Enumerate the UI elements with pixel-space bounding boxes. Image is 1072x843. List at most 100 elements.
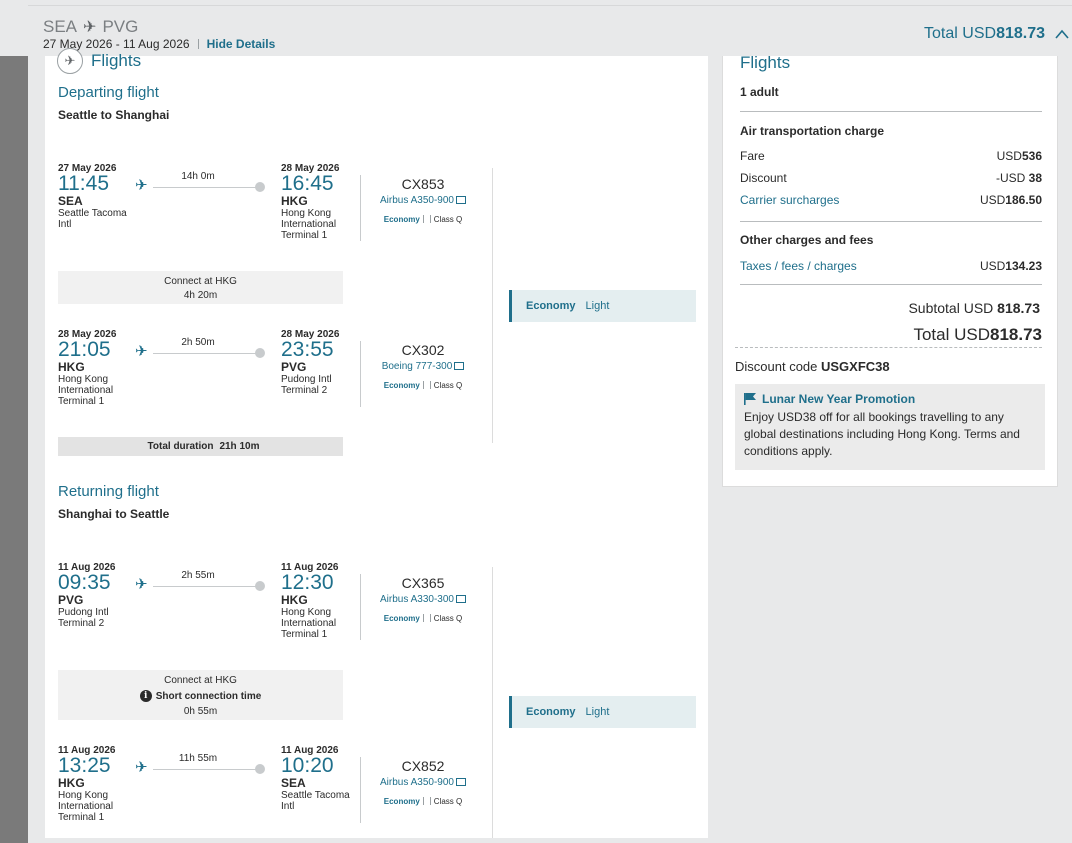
airplane-icon: ✈ — [135, 576, 148, 593]
arrival-airport-code: PVG — [281, 360, 307, 374]
airplane-icon: ✈ — [135, 177, 148, 194]
divider — [492, 168, 493, 443]
arrival-dot-icon — [255, 348, 265, 358]
divider — [492, 567, 493, 843]
divider — [360, 757, 361, 823]
passenger-count: 1 adult — [740, 85, 779, 99]
fare-family-card[interactable]: Economy Light — [509, 696, 696, 728]
divider — [740, 111, 1042, 112]
arrival-date: 11 Aug 2026 — [281, 562, 339, 573]
departure-airport-code: HKG — [58, 776, 85, 790]
carrier-surcharges-link[interactable]: Carrier surcharges — [740, 193, 840, 207]
segment-duration: 14h 0m — [181, 171, 215, 182]
arrival-time: 23:55 — [281, 338, 334, 361]
cabin-class: Economy Class Q — [383, 381, 463, 390]
flight-segment: 11 Aug 2026 13:25 HKG Hong Kong Internat… — [58, 745, 483, 835]
trip-summary-bar: SEA ✈ PVG 27 May 2026 - 11 Aug 2026 Hide… — [28, 5, 1072, 56]
fare-brand: Light — [585, 706, 610, 718]
taxes-amount: USD134.23 — [979, 259, 1042, 273]
arrival-date: 11 Aug 2026 — [281, 745, 339, 756]
segment-duration: 11h 55m — [178, 753, 218, 764]
airplane-icon: ✈ — [83, 19, 97, 36]
aircraft-link[interactable]: Airbus A330-300 — [363, 594, 483, 605]
arrival-airport-code: HKG — [281, 194, 308, 208]
trip-dates: 27 May 2026 - 11 Aug 2026 Hide Details — [43, 37, 275, 51]
arrival-time: 16:45 — [281, 172, 334, 195]
promotion-text: Enjoy USD38 off for all bookings travell… — [744, 410, 1020, 458]
departure-date: 28 May 2026 — [58, 329, 117, 340]
flight-number: CX852 — [401, 758, 445, 774]
arrival-airport-code: HKG — [281, 593, 308, 607]
arrival-dot-icon — [255, 764, 265, 774]
departure-airport-name: Hong Kong International Terminal 1 — [58, 790, 114, 823]
aircraft-link[interactable]: Airbus A350-900 — [363, 777, 483, 788]
flights-header: ✈ Flights — [57, 48, 141, 74]
grand-total: Total USD818.73 — [735, 325, 1042, 348]
departure-airport-code: HKG — [58, 360, 85, 374]
departure-date: 27 May 2026 — [58, 163, 117, 174]
airplane-icon: ✈ — [135, 343, 148, 360]
warning-text: Short connection time — [155, 690, 262, 702]
flight-number: CX365 — [401, 575, 445, 591]
fare-amount: USD536 — [996, 149, 1042, 163]
taxes-row: Taxes / fees / charges USD134.23 — [740, 259, 1042, 273]
discount-code: Discount code USGXFC38 — [735, 359, 890, 374]
arrival-date: 28 May 2026 — [281, 329, 340, 340]
divider — [740, 221, 1042, 222]
total-duration-label: Total duration — [147, 441, 214, 452]
departure-time: 09:35 — [58, 571, 111, 594]
fare-family-card[interactable]: Economy Light — [509, 290, 696, 322]
total-duration: Total duration 21h 10m — [58, 437, 343, 456]
header-total-label: Total USD — [924, 25, 997, 42]
segment-duration: 2h 55m — [181, 570, 215, 581]
other-charges-heading: Other charges and fees — [740, 233, 874, 247]
date-range: 27 May 2026 - 11 Aug 2026 — [43, 37, 190, 51]
page-edge — [28, 838, 1072, 843]
external-link-icon — [454, 362, 465, 370]
aircraft-link[interactable]: Boeing 777-300 — [363, 361, 483, 372]
cabin-class: Economy Class Q — [383, 614, 463, 623]
departure-time: 11:45 — [58, 172, 109, 195]
discount-amount: -USD 38 — [995, 171, 1042, 185]
chevron-up-icon[interactable] — [1055, 28, 1069, 42]
divider — [360, 175, 361, 241]
air-charge-heading: Air transportation charge — [740, 124, 885, 138]
departure-airport-code: SEA — [58, 194, 83, 208]
aircraft-link[interactable]: Airbus A350-900 — [363, 195, 483, 206]
flight-number: CX302 — [401, 342, 445, 358]
arrival-airport-code: SEA — [281, 776, 306, 790]
discount-label: Discount — [740, 171, 787, 185]
connection-info: Connect at HKG 4h 20m — [58, 271, 343, 304]
departure-airport-name: Seattle Tacoma Intl — [58, 208, 127, 230]
taxes-fees-link[interactable]: Taxes / fees / charges — [740, 259, 857, 273]
arrival-dot-icon — [255, 182, 265, 192]
divider — [197, 39, 199, 49]
header-total-amount: 818.73 — [996, 25, 1045, 42]
promotion-box: Lunar New Year Promotion Enjoy USD38 off… — [735, 384, 1045, 470]
discount-row: Discount -USD 38 — [740, 171, 1042, 185]
returning-title: Returning flight — [58, 483, 159, 500]
arrival-airport-name: Seattle Tacoma Intl — [281, 790, 350, 812]
route-line — [153, 769, 258, 770]
departing-subtitle: Seattle to Shanghai — [58, 108, 170, 122]
fare-brand: Light — [585, 300, 610, 312]
departure-airport-name: Hong Kong International Terminal 1 — [58, 374, 114, 407]
price-summary-panel: Flights 1 adult Air transportation charg… — [722, 53, 1058, 487]
airplane-circle-icon: ✈ — [57, 48, 83, 74]
short-connection-warning: i Short connection time — [58, 690, 343, 702]
segment-duration: 2h 50m — [181, 337, 215, 348]
cabin-class: Economy Class Q — [383, 215, 463, 224]
external-link-icon — [455, 196, 466, 204]
external-link-icon — [455, 778, 466, 786]
origin-code: SEA — [43, 17, 78, 36]
fare-row: Fare USD536 — [740, 149, 1042, 163]
destination-code: PVG — [102, 17, 139, 36]
arrival-airport-name: Hong Kong International Terminal 1 — [281, 607, 337, 640]
carrier-surcharge-amount: USD186.50 — [979, 193, 1042, 207]
departure-airport-name: Pudong Intl Terminal 2 — [58, 607, 109, 629]
info-icon: i — [139, 690, 152, 702]
backdrop-shade — [0, 56, 28, 843]
hide-details-link[interactable]: Hide Details — [206, 37, 276, 51]
divider — [360, 341, 361, 407]
arrival-time: 10:20 — [281, 754, 334, 777]
